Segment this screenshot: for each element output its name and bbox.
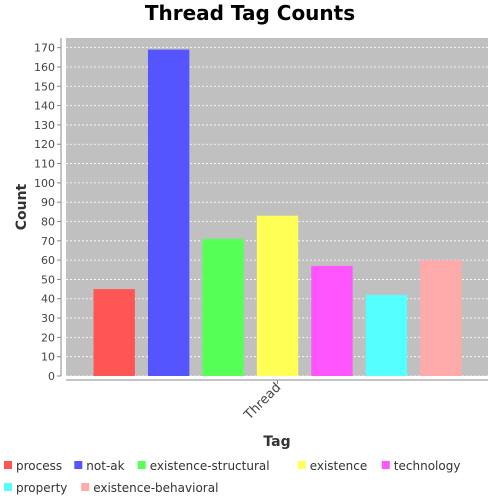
legend-swatch — [137, 461, 146, 469]
y-tick-label: 100 — [34, 177, 55, 190]
bars — [93, 49, 462, 377]
legend-swatch — [297, 461, 306, 469]
x-tick-label: Thread — [241, 380, 284, 423]
legend-label: process — [16, 459, 62, 473]
bar-not-ak — [147, 49, 190, 377]
legend-label: not-ak — [86, 459, 124, 473]
legend-label: existence — [310, 459, 368, 473]
y-tick-label: 90 — [41, 196, 55, 209]
y-tick-label: 150 — [34, 80, 55, 93]
y-tick-label: 30 — [41, 312, 55, 325]
y-tick-label: 0 — [48, 370, 55, 383]
legend-swatch — [74, 461, 83, 469]
legend-item-property: property — [4, 481, 67, 495]
y-tick-label: 160 — [34, 61, 55, 74]
legend-label: property — [16, 481, 67, 495]
legend-label: technology — [394, 459, 461, 473]
bar-existence-behavioral — [420, 260, 462, 376]
bar-existence — [256, 215, 299, 376]
legend-item-process: process — [4, 459, 62, 473]
y-tick-label: 140 — [34, 100, 55, 113]
legend-item-existence-behavioral: existence-behavioral — [81, 481, 218, 495]
x-axis-label: Tag — [263, 434, 290, 450]
y-axis-label: Count — [14, 183, 30, 230]
legend-label: existence-structural — [150, 459, 270, 473]
legend: process not-ak existence-structural existen… — [4, 459, 460, 495]
bar-property — [365, 294, 408, 376]
y-tick-label: 10 — [41, 351, 55, 364]
bar-process — [93, 289, 135, 376]
y-tick-label: 130 — [34, 119, 55, 132]
y-tick-label: 70 — [41, 235, 55, 248]
x-ticks: Thread — [241, 380, 284, 424]
y-tick-label: 80 — [41, 215, 55, 228]
legend-item-not-ak: not-ak — [74, 459, 125, 473]
y-tick-label: 60 — [41, 254, 55, 267]
legend-swatch — [81, 483, 90, 491]
y-tick-label: 110 — [34, 158, 55, 171]
y-tick-label: 120 — [34, 138, 55, 151]
y-tick-label: 170 — [34, 42, 55, 55]
bar-existence-structural — [202, 238, 244, 376]
legend-swatch — [4, 461, 12, 469]
y-tick-label: 20 — [41, 331, 55, 344]
y-tick-label: 50 — [41, 273, 55, 286]
bar-technology — [311, 265, 353, 376]
y-tick-label: 40 — [41, 293, 55, 306]
legend-label: existence-behavioral — [93, 481, 218, 495]
legend-item-existence-structural: existence-structural — [137, 459, 270, 473]
legend-item-technology: technology — [381, 459, 461, 473]
y-ticks: 0 10 20 30 40 50 60 70 80 90 100 110 120 130 140 150 160… — [34, 42, 61, 383]
chart-title: Thread Tag Counts — [145, 1, 355, 25]
legend-swatch — [4, 483, 12, 491]
legend-swatch — [381, 461, 390, 469]
legend-item-existence: existence — [297, 459, 368, 473]
